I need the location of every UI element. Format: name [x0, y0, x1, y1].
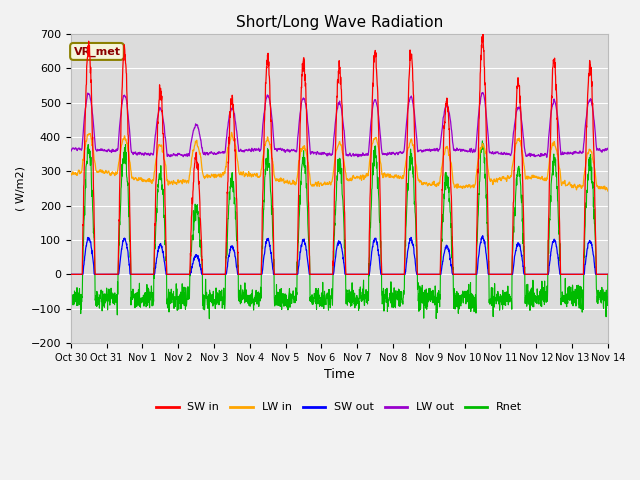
Text: VR_met: VR_met — [74, 46, 120, 57]
Y-axis label: ( W/m2): ( W/m2) — [15, 166, 25, 211]
X-axis label: Time: Time — [324, 368, 355, 381]
Title: Short/Long Wave Radiation: Short/Long Wave Radiation — [236, 15, 443, 30]
Legend: SW in, LW in, SW out, LW out, Rnet: SW in, LW in, SW out, LW out, Rnet — [152, 398, 527, 417]
